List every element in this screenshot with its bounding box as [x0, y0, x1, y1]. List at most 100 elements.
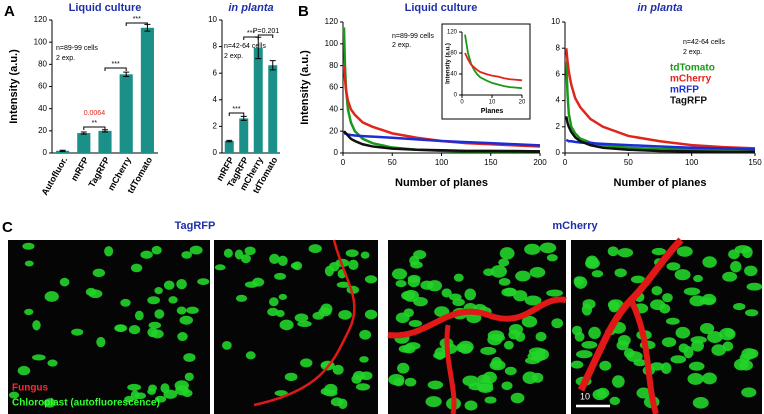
chloroplast: [308, 244, 322, 254]
chloroplast: [661, 337, 677, 348]
annotation: P=0.201: [253, 28, 279, 35]
legend-chloroplast: Chloroplast (autofluorescence): [12, 398, 160, 409]
chloroplast: [184, 372, 194, 382]
y-tick-label: 40: [38, 104, 47, 113]
chloroplast: [515, 270, 531, 282]
chloroplast: [571, 325, 583, 336]
chloroplast: [43, 398, 56, 408]
significance-bracket: [243, 36, 259, 40]
chloroplast: [534, 348, 550, 361]
chloroplast: [649, 362, 665, 371]
chloroplast: [464, 288, 477, 301]
chloroplast: [274, 272, 287, 280]
chloroplast: [626, 351, 643, 363]
chloroplast: [300, 358, 313, 368]
chloroplast: [551, 318, 564, 329]
chloroplast: [719, 327, 736, 341]
y-tick-label: 2: [556, 122, 561, 131]
chloroplast: [398, 345, 412, 353]
legend-entry: tdTomato: [670, 63, 715, 74]
chloroplast: [662, 293, 673, 303]
chloroplast: [510, 392, 525, 404]
chloroplast: [235, 294, 248, 302]
chloroplast: [425, 396, 442, 408]
chloroplast: [197, 278, 210, 285]
chloroplast: [574, 276, 588, 289]
chloroplast: [434, 347, 446, 360]
chloroplast: [464, 400, 478, 411]
chloroplast: [649, 299, 666, 311]
y-tick-label: 2: [213, 122, 218, 131]
error-bar: [80, 131, 87, 135]
panel-title: TagRFP: [175, 220, 216, 232]
chloroplast: [148, 321, 162, 329]
chloroplast: [614, 268, 627, 278]
chloroplast: [462, 375, 480, 387]
chloroplast: [745, 348, 759, 359]
bar: [119, 74, 133, 153]
chloroplast: [338, 309, 352, 320]
chloroplast: [278, 293, 288, 300]
x-tick-label: 100: [435, 158, 449, 167]
x-tick-label: 150: [484, 158, 498, 167]
x-axis-label: Number of planes: [395, 177, 488, 189]
chloroplast: [114, 324, 128, 332]
annotation: **: [92, 120, 98, 127]
series-line: [565, 116, 755, 153]
legend-entry: TagRFP: [670, 96, 707, 107]
chloroplast: [323, 389, 338, 397]
chloroplast: [617, 248, 634, 258]
chloroplast: [24, 260, 34, 267]
y-tick-label: 10: [551, 17, 560, 26]
error-bar: [226, 139, 233, 143]
chloroplast: [290, 262, 300, 269]
y-axis-label: Intensity (a.u.): [8, 49, 20, 124]
annotation: ***: [247, 30, 255, 37]
chloroplast: [391, 268, 408, 280]
chloroplast: [588, 326, 601, 340]
x-tick-label: 0: [563, 158, 568, 167]
chloroplast: [730, 260, 742, 273]
chloroplast: [570, 360, 584, 369]
chloroplast: [722, 341, 734, 352]
annotation: ***: [112, 61, 120, 68]
chloroplast: [267, 307, 279, 317]
chloroplast: [670, 355, 687, 364]
chloroplast: [408, 319, 423, 328]
chloroplast: [130, 263, 143, 273]
y-tick-label: 120: [325, 17, 339, 26]
chloroplast: [147, 388, 156, 395]
chloroplast: [581, 303, 593, 316]
chloroplast: [733, 358, 749, 371]
chloroplast: [689, 295, 706, 307]
annotation: 2 exp.: [56, 55, 75, 62]
y-tick-label: 40: [450, 72, 457, 78]
significance-bracket: [83, 126, 106, 130]
chloroplast: [24, 308, 34, 316]
chloroplast: [449, 293, 462, 301]
chloroplast: [456, 343, 467, 353]
bar: [253, 47, 263, 153]
chloroplast: [189, 245, 203, 255]
annotation: n=42-64 cells: [224, 43, 266, 50]
panel-label: C: [2, 219, 13, 236]
chloroplast: [453, 273, 464, 282]
chloroplast: [702, 372, 717, 385]
chloroplast: [151, 245, 162, 255]
chloroplast: [179, 315, 194, 325]
chloroplast: [539, 242, 557, 254]
chloroplast: [434, 306, 450, 318]
chloroplast: [504, 366, 517, 376]
chloroplast: [666, 262, 681, 271]
chloroplast: [128, 324, 141, 335]
chloroplast: [636, 387, 651, 399]
bar: [140, 27, 154, 154]
chloroplast: [96, 336, 106, 348]
hypha: [628, 298, 659, 414]
annotation: n=89-99 cells: [392, 33, 434, 40]
y-tick-label: 6: [556, 70, 561, 79]
chloroplast: [693, 274, 703, 283]
chloroplast: [413, 297, 428, 307]
y-tick-label: 60: [329, 83, 338, 92]
